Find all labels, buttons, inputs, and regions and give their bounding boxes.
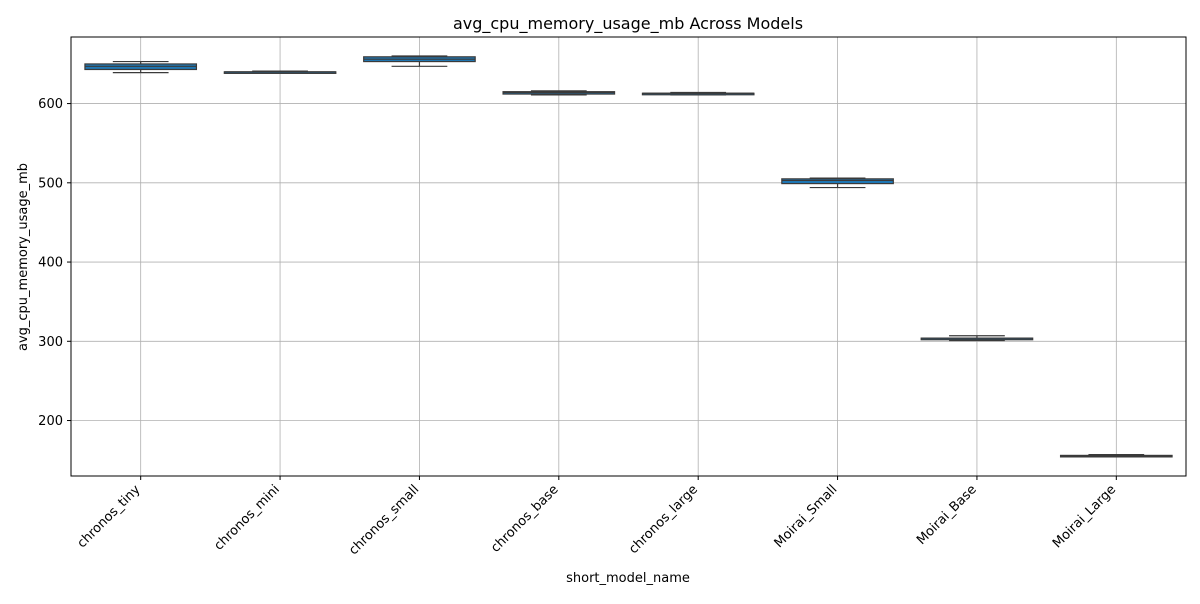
plot-area-frame	[70, 36, 1187, 477]
x-axis-label: short_model_name	[566, 571, 690, 586]
x-tick-label: chronos_small	[346, 482, 422, 558]
x-tick-label: chronos_base	[488, 482, 561, 555]
y-tick-label: 300	[38, 335, 63, 350]
box-Moirai_Base	[920, 335, 1034, 342]
x-tick-label: chronos_mini	[211, 482, 282, 553]
y-tick-label: 500	[38, 176, 63, 191]
grid-lines	[71, 37, 1186, 476]
x-tick-label: Moirai_Large	[1050, 482, 1119, 551]
x-tick-label: chronos_tiny	[75, 482, 144, 551]
box-chronos_small	[363, 55, 476, 67]
box-chronos_tiny	[84, 60, 198, 74]
box-Moirai_Large	[1059, 454, 1173, 458]
box-series	[84, 55, 1173, 458]
y-tick-label: 200	[38, 414, 63, 429]
chart-title: avg_cpu_memory_usage_mb Across Models	[453, 14, 803, 34]
box-chronos_base	[502, 90, 616, 96]
y-tick-label: 600	[38, 97, 63, 112]
box-chronos_mini	[223, 70, 337, 74]
y-axis-label: avg_cpu_memory_usage_mb	[16, 163, 31, 351]
y-tick-label: 400	[38, 256, 63, 271]
x-tick-label: chronos_large	[626, 482, 701, 557]
y-axis-ticks: 200 300 400 500 600	[38, 97, 71, 429]
box-body	[781, 178, 894, 185]
box-chronos_large	[641, 91, 755, 96]
box-Moirai_Small	[781, 177, 894, 189]
x-axis-ticks: chronos_tiny chronos_mini chronos_small chr…	[75, 476, 1119, 558]
x-tick-label: Moirai_Small	[772, 482, 841, 551]
x-tick-label: Moirai_Base	[914, 482, 980, 548]
